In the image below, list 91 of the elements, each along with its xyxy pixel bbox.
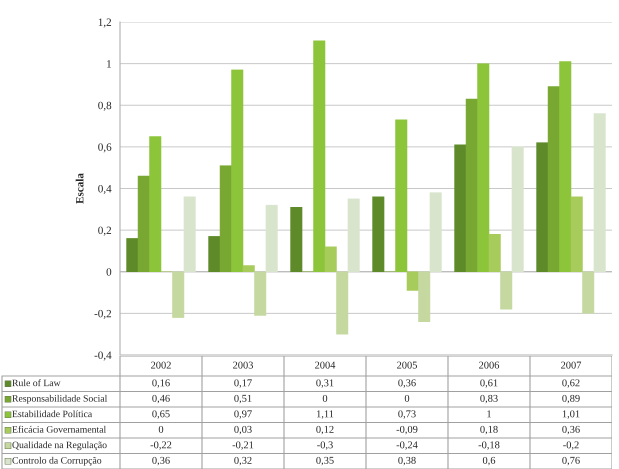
legend-label: Eficácia Governamental [12,426,106,433]
data-label: 0,89 [562,394,580,404]
data-label: -0,22 [150,441,172,450]
data-label: 0,83 [480,394,498,404]
data-label: 0 [404,394,410,402]
bar [582,271,594,314]
bar [406,271,419,291]
bar [254,271,266,316]
data-label: 0,32 [234,456,252,466]
x-tick-label: 2002 [151,362,171,369]
bar [536,142,548,272]
bar [336,271,348,334]
x-tick-label: 2006 [479,362,500,369]
y-tick-label: 0,2 [98,226,112,236]
x-tick-label: 2004 [315,362,336,369]
y-tick-label: 0,4 [98,184,112,194]
bar [149,136,162,272]
data-label: 0,73 [398,410,416,419]
bar [559,61,572,272]
data-label: 0,36 [562,426,580,434]
bar [466,98,478,272]
x-tick-label: 2005 [397,362,418,369]
bar [488,234,501,272]
data-label: 0,36 [152,456,170,466]
data-label: -0,24 [396,441,418,450]
data-label: 0,18 [480,426,498,434]
legend-label: Rule of Law [12,379,61,386]
bar [454,144,466,272]
bar [208,236,220,272]
data-label: 0,6 [482,456,496,466]
bar [126,238,138,272]
data-label: 0,46 [152,394,170,404]
bar [313,40,326,272]
data-label: -0,09 [396,426,418,434]
bar [477,63,490,272]
data-label: 0,65 [152,410,170,419]
data-label: 0 [322,394,328,402]
bar [430,192,442,272]
bar [324,246,337,272]
data-label: 0,12 [316,426,334,434]
y-tick-label: -0,4 [94,351,112,361]
y-tick-label: 1,2 [98,18,112,28]
legend-label: Responsabilidade Social [12,394,108,404]
bar [548,86,560,272]
y-tick-label: -0,2 [94,310,112,319]
bar [172,271,184,318]
data-label: 0 [158,426,164,433]
data-label: 0,76 [562,456,580,466]
bar [231,70,244,272]
x-tick-label: 2003 [233,362,254,369]
y-tick-label: 1 [107,60,111,68]
legend-label: Estabilidade Política [12,410,92,418]
y-tick-label: 0 [106,268,112,276]
data-label: 0,97 [234,410,252,419]
data-label: -0,21 [232,441,254,450]
bar [395,120,408,272]
data-label: 0,03 [234,426,252,434]
bar [242,265,255,272]
data-label: 1,01 [562,410,580,419]
data-label: 0,36 [398,379,416,388]
bar [570,196,583,272]
bar [138,176,150,272]
legend-label: Controlo da Corrupção [12,456,102,466]
data-label: 0,61 [480,379,498,388]
data-label: 0,17 [234,379,252,388]
x-tick-label: 2007 [561,362,582,369]
data-label: -0,18 [478,441,500,450]
data-label: 1 [487,410,491,418]
data-label: 0,16 [152,379,170,388]
data-label: 0,35 [316,456,334,466]
y-tick-label: 0,6 [98,143,112,152]
bar [184,196,196,272]
bar [290,206,302,272]
bar [348,198,360,272]
bar [372,196,384,272]
data-label: 0,51 [234,394,252,404]
bar [594,113,606,272]
legend-label: Qualidade na Regulação [12,441,107,450]
data-label: 0,62 [562,379,580,388]
data-label: 0,31 [316,379,334,388]
data-label: -0,3 [317,441,333,450]
bar [220,165,232,272]
bar [266,204,278,272]
y-tick-label: 0,8 [98,102,112,111]
y-axis-title: Escala [76,173,84,204]
bar [418,271,430,322]
data-label: -0,2 [563,441,579,450]
bar [512,146,524,272]
data-label: 0,38 [398,456,416,466]
bar [500,271,512,310]
data-label: 1,11 [316,410,334,419]
